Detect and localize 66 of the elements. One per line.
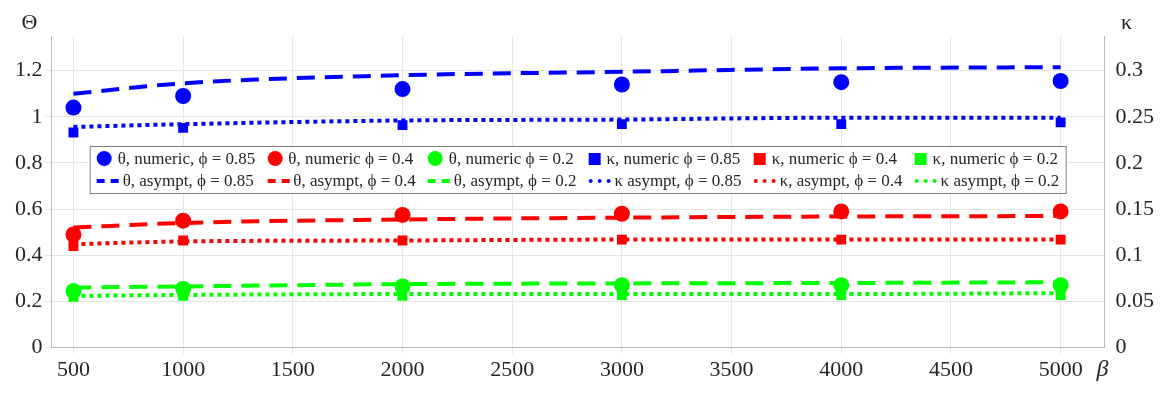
point xyxy=(178,122,189,133)
legend-label: κ, numeric ϕ = 0.85 xyxy=(606,148,741,169)
line-series xyxy=(71,65,1063,96)
legend-label: κ, asympt, ϕ = 0.4 xyxy=(779,170,903,191)
x-tick-label: 3500 xyxy=(709,355,754,381)
point xyxy=(836,234,847,245)
point xyxy=(178,235,189,246)
x-tick-label: 1500 xyxy=(270,355,315,381)
y2-tick-label: 0.05 xyxy=(1115,287,1154,313)
point xyxy=(1055,234,1066,245)
legend-label: κ, numeric ϕ = 0.2 xyxy=(932,148,1058,169)
point xyxy=(836,119,847,130)
point xyxy=(616,119,627,130)
point xyxy=(175,88,192,105)
point xyxy=(175,212,192,229)
point xyxy=(833,203,850,220)
point xyxy=(1052,73,1069,90)
point xyxy=(616,234,627,245)
y-tick-label: 0.4 xyxy=(15,241,43,267)
point xyxy=(616,290,627,300)
point xyxy=(613,205,630,222)
y2-tick-label: 0.3 xyxy=(1115,56,1143,82)
y2-tick-label: 0.25 xyxy=(1115,102,1154,128)
x-tick-label: 5000 xyxy=(1038,355,1083,381)
y-tick-label: 0 xyxy=(31,333,43,359)
point xyxy=(394,206,411,223)
x-tick-label: 2500 xyxy=(490,355,535,381)
legend-label: θ, numeric ϕ = 0.2 xyxy=(448,148,574,169)
point xyxy=(833,74,850,91)
y2-axis-title: κ xyxy=(1120,8,1133,34)
y2-tick-label: 0.1 xyxy=(1115,241,1143,267)
legend-label: θ, numeric ϕ = 0.4 xyxy=(288,148,414,169)
y-tick-label: 1.2 xyxy=(15,56,43,82)
point xyxy=(68,127,79,138)
legend-label: θ, asympt, ϕ = 0.85 xyxy=(122,170,254,191)
legend-label: κ, numeric ϕ = 0.4 xyxy=(771,148,897,169)
legend-label: κ asympt, ϕ = 0.2 xyxy=(940,170,1060,191)
point xyxy=(836,290,847,300)
legend-label: κ asympt, ϕ = 0.85 xyxy=(614,170,742,191)
point xyxy=(397,120,408,131)
y-tick-label: 0.2 xyxy=(15,287,43,313)
point xyxy=(394,81,411,98)
legend-label: θ, asympt, ϕ = 0.4 xyxy=(293,170,416,191)
y-tick-label: 0.8 xyxy=(15,148,43,174)
x-tick-label: 3000 xyxy=(599,355,644,381)
x-axis-title: β xyxy=(1095,354,1109,381)
point xyxy=(1052,203,1069,220)
point xyxy=(1055,117,1066,128)
x-tick-label: 4500 xyxy=(928,355,973,381)
legend-label: θ, asympt, ϕ = 0.2 xyxy=(453,170,577,191)
y-tick-label: 0.6 xyxy=(15,194,43,220)
y-tick-label: 1 xyxy=(31,102,43,128)
x-tick-label: 500 xyxy=(56,355,90,381)
x-tick-label: 2000 xyxy=(380,355,425,381)
legend-label: θ, numeric, ϕ = 0.85 xyxy=(117,148,256,169)
y2-tick-label: 0.15 xyxy=(1115,194,1154,220)
point xyxy=(65,226,82,243)
point xyxy=(65,99,82,116)
point xyxy=(68,241,79,251)
y2-tick-label: 0.2 xyxy=(1115,148,1143,174)
y-axis-title: Θ xyxy=(21,8,38,34)
y2-tick-label: 0 xyxy=(1115,333,1127,359)
point xyxy=(613,76,630,93)
x-tick-label: 4000 xyxy=(819,355,864,381)
point xyxy=(1055,290,1066,300)
x-tick-label: 1000 xyxy=(161,355,206,381)
